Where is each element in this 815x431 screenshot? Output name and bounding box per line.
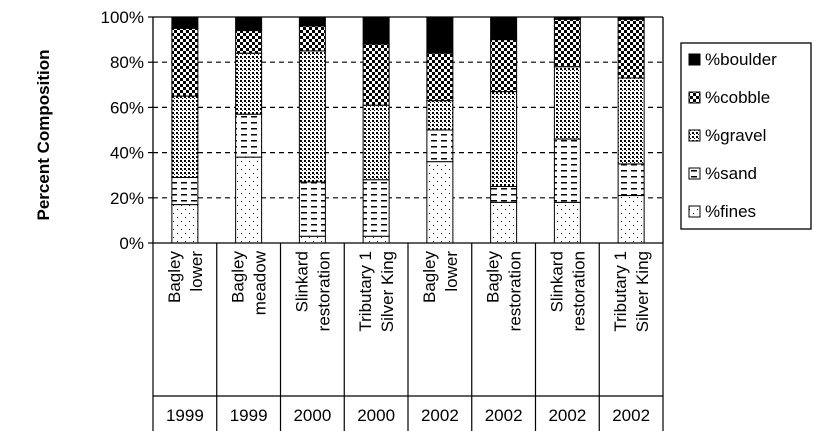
bar-segment	[171, 176, 199, 206]
legend-swatch	[688, 205, 701, 218]
legend-label: %sand	[705, 164, 757, 183]
bar-segment	[235, 30, 263, 54]
y-tick-label: 60%	[110, 98, 144, 117]
bar-segment	[617, 18, 645, 79]
legend-swatch	[688, 129, 701, 142]
axes	[152, 16, 664, 244]
bar-segment	[617, 163, 645, 197]
year-label: 2002	[421, 406, 459, 425]
year-label: 2002	[612, 406, 650, 425]
bar-segment	[362, 43, 390, 106]
year-label: 2000	[293, 406, 331, 425]
category-label: Bagley	[229, 251, 248, 303]
bar-segment	[171, 27, 199, 97]
legend-label: %fines	[705, 202, 756, 221]
legend: %boulder %cobble %gravel %sand %fines	[680, 42, 812, 230]
category-label: Bagley	[484, 251, 503, 303]
bar-segment	[171, 204, 199, 244]
category-label: meadow	[251, 250, 270, 315]
bar-segment	[426, 100, 454, 131]
y-axis-title: Percent Composition	[34, 50, 53, 221]
bar-segment	[553, 201, 581, 244]
y-tick-label: 40%	[110, 144, 144, 163]
bar-segment	[553, 18, 581, 68]
year-label: 2002	[548, 406, 586, 425]
category-label: restoration	[569, 251, 588, 331]
legend-swatch	[688, 91, 701, 104]
year-label: 2000	[357, 406, 395, 425]
legend-label: %gravel	[705, 126, 766, 145]
year-label: 1999	[230, 406, 268, 425]
category-label: restoration	[506, 251, 525, 331]
category-label: Slinkard	[547, 251, 566, 312]
legend-label: %boulder	[705, 50, 777, 69]
category-label: Silver King	[378, 251, 397, 332]
legend-box	[680, 42, 812, 230]
category-label: Bagley	[165, 251, 184, 303]
bar-segment	[362, 179, 390, 237]
bar-segment	[426, 161, 454, 244]
category-label: Slinkard	[292, 251, 311, 312]
year-label: 1999	[166, 406, 204, 425]
bar-segment	[235, 156, 263, 244]
bar-segment	[490, 39, 518, 93]
bar-segment	[171, 95, 199, 178]
bar-segment	[298, 50, 326, 183]
category-label: Tributary 1	[611, 251, 630, 332]
bar-segment	[298, 235, 326, 244]
bar-segment	[426, 129, 454, 163]
bar-segment	[553, 138, 581, 203]
bar-segment	[362, 235, 390, 244]
y-tick-label: 20%	[110, 189, 144, 208]
y-tick-label: 80%	[110, 53, 144, 72]
category-label: lower	[187, 251, 206, 292]
bar-segment	[426, 16, 454, 54]
category-label: restoration	[314, 251, 333, 331]
bar-segment	[490, 16, 518, 41]
legend-swatch	[688, 53, 701, 66]
bar-segment	[362, 104, 390, 181]
bar-segment	[235, 16, 263, 32]
legend-swatch	[688, 167, 701, 180]
bars	[171, 16, 645, 244]
y-tick-label: 100%	[101, 8, 144, 27]
bar-segment	[490, 91, 518, 187]
bar-segment	[235, 113, 263, 158]
bar-segment	[617, 77, 645, 165]
y-tick-label: 0%	[119, 234, 144, 253]
gridlines	[153, 61, 663, 199]
year-label: 2002	[485, 406, 523, 425]
y-axis-ticks: 0% 20% 40% 60% 80% 100%	[101, 8, 153, 253]
category-label: Tributary 1	[356, 251, 375, 332]
bar-segment	[171, 16, 199, 29]
bar-segment	[490, 201, 518, 244]
category-label: Silver King	[633, 251, 652, 332]
bar-segment	[426, 52, 454, 102]
bar-segment	[362, 16, 390, 45]
bar-segment	[298, 25, 326, 52]
bar-segment	[490, 186, 518, 203]
legend-label: %cobble	[705, 88, 770, 107]
bar-segment	[298, 16, 326, 27]
bar-segment	[298, 181, 326, 237]
category-label: lower	[442, 251, 461, 292]
bar-segment	[235, 52, 263, 115]
bar-segment	[553, 66, 581, 140]
category-label: Bagley	[420, 251, 439, 303]
bar-segment	[617, 195, 645, 244]
